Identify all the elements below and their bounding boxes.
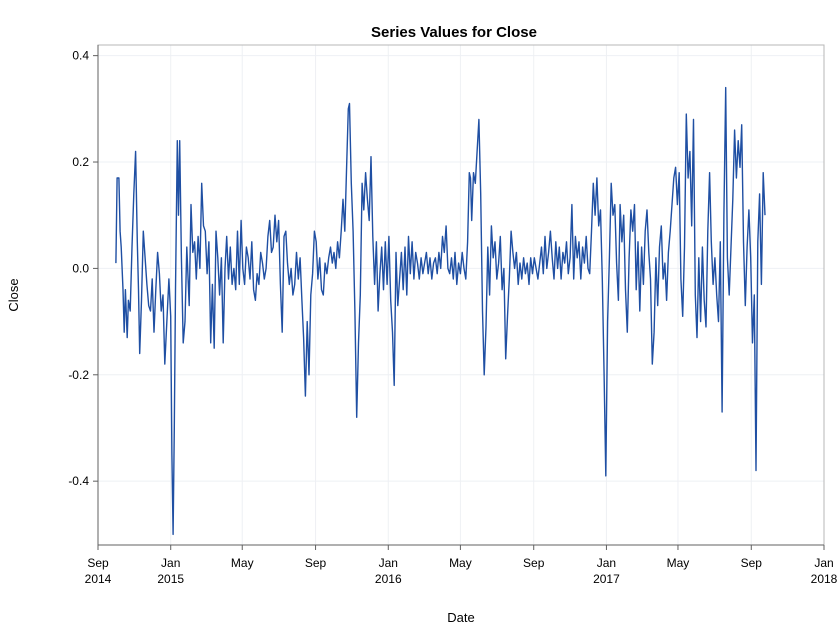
x-tick-label: Jan (814, 556, 833, 570)
x-axis-label: Date (447, 610, 474, 625)
x-tick-label: Sep (87, 556, 109, 570)
y-tick-label: -0.4 (68, 474, 89, 488)
x-tick-label: Sep (741, 556, 763, 570)
gridlines (97, 45, 825, 545)
y-axis-label: Close (6, 278, 21, 311)
x-tick-label: Jan (597, 556, 616, 570)
x-tick-label: Sep (305, 556, 327, 570)
x-tick-label: May (231, 556, 254, 570)
x-axis-ticks: Sep 2014 Jan 2015 May Sep Jan 2016 May Sep Jan 2017… (85, 545, 838, 586)
x-tick-label: Jan (379, 556, 398, 570)
x-tick-label: 2016 (375, 572, 402, 586)
y-tick-label: -0.2 (68, 368, 89, 382)
x-tick-label: Sep (523, 556, 545, 570)
series-layer (115, 86, 766, 536)
x-tick-label: May (449, 556, 472, 570)
x-tick-label: 2018 (811, 572, 838, 586)
series-line (115, 86, 766, 536)
chart-title: Series Values for Close (371, 24, 537, 41)
y-tick-label: 0.2 (72, 155, 89, 169)
x-tick-label: May (667, 556, 690, 570)
y-tick-label: 0.4 (72, 49, 89, 63)
x-tick-label: 2014 (85, 572, 112, 586)
x-tick-label: 2017 (593, 572, 620, 586)
plot-area-frame (97, 44, 825, 546)
y-axis-ticks: 0.4 0.2 0.0 -0.2 -0.4 (68, 49, 98, 488)
x-tick-label: 2015 (157, 572, 184, 586)
y-tick-label: 0.0 (72, 261, 89, 275)
x-tick-label: Jan (161, 556, 180, 570)
